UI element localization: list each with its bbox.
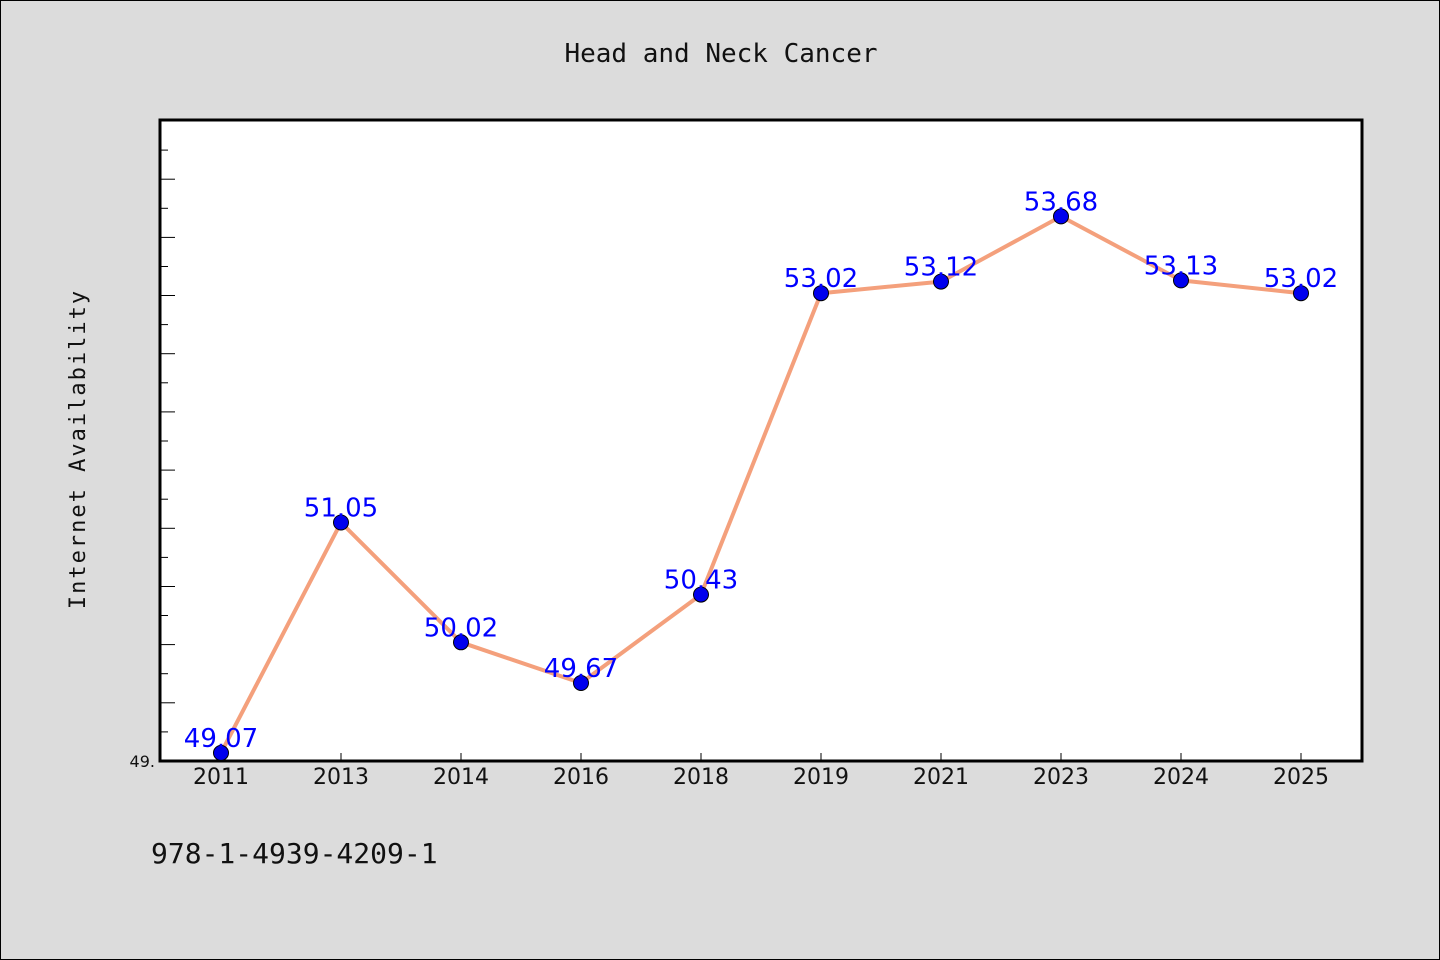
x-tick-label: 2023 [1033,765,1089,790]
x-tick-label: 2013 [313,765,369,790]
x-tick-label: 2016 [553,765,609,790]
data-point [813,285,829,302]
data-label: 53.02 [1264,264,1338,294]
y-axis-ticks [161,120,175,762]
isbn-footer: 978-1-4939-4209-1 [151,837,438,870]
data-label: 53.02 [784,264,858,294]
data-label: 53.68 [1024,187,1098,217]
y-axis-label: Internet Availability [66,289,91,609]
data-point [693,586,709,603]
data-label: 49.07 [184,724,258,754]
data-point [1173,272,1189,289]
data-point [1053,208,1069,225]
chart-title: Head and Neck Cancer [564,39,877,69]
series-line [219,214,1303,755]
data-label: 50.43 [664,566,738,596]
data-point [933,273,949,290]
series-layer: 49.07 51.05 50.02 49.67 50.43 53.02 53.12 53.68… [184,187,1338,761]
data-label: 49.67 [544,654,618,684]
data-point [453,634,469,651]
x-tick-label: 2018 [673,765,729,790]
x-tick-label: 2025 [1273,765,1329,790]
x-axis-ticks: 2011 2013 2014 2016 2018 2019 2021 2023 2024 2025 [193,753,1329,790]
data-point [1293,285,1309,302]
data-label: 53.13 [1144,251,1218,281]
data-label: 51.05 [304,494,378,524]
x-tick-label: 2019 [793,765,849,790]
data-label: 50.02 [424,613,498,643]
x-tick-label: 2024 [1153,765,1209,790]
data-point [573,675,589,691]
x-tick-label: 2021 [913,765,969,790]
x-tick-label: 2011 [193,765,249,790]
data-point [213,744,229,761]
y-tick-label-min: 49. [130,752,155,771]
data-point [333,514,349,531]
x-tick-label: 2014 [433,765,489,790]
data-label: 53.12 [904,253,978,283]
